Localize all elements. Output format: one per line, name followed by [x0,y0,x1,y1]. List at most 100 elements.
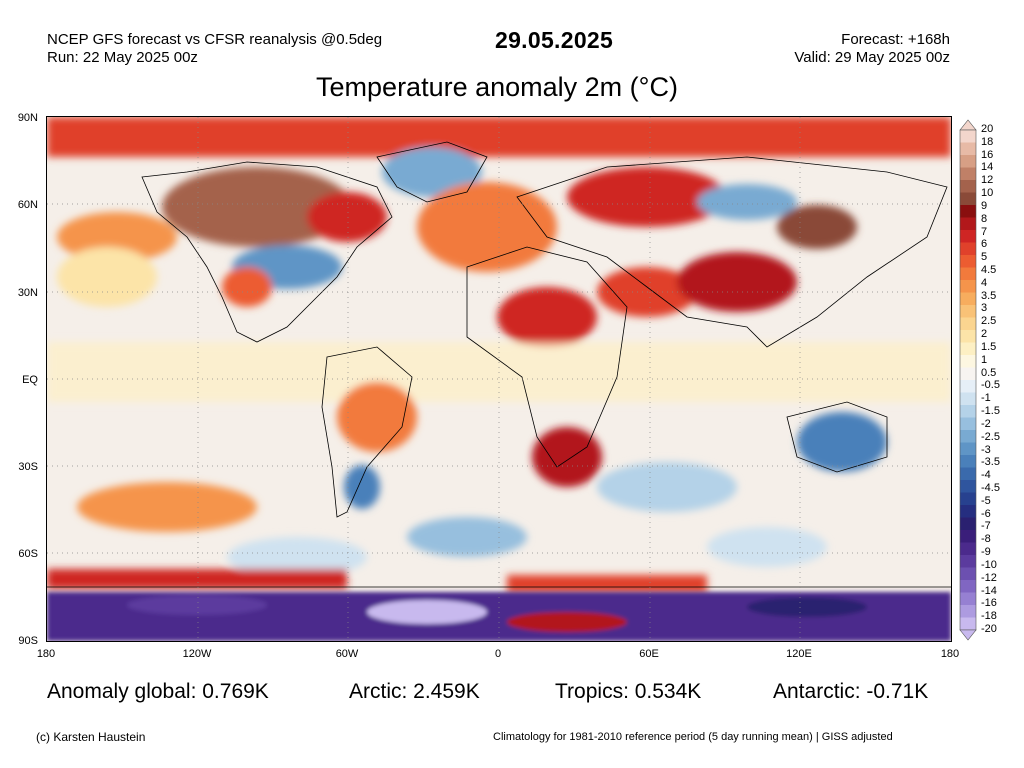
colorbar-label: -8 [981,533,991,546]
colorbar-swatch [960,305,976,318]
colorbar-swatch [960,180,976,193]
lon-label-120e: 120E [786,648,812,660]
lat-label-30n: 30N [17,287,38,299]
gridlines [47,117,951,641]
colorbar-label: 5 [981,251,988,264]
colorbar-label: 4 [981,276,988,289]
colorbar-swatch [960,155,976,168]
lon-label-60e: 60E [639,648,659,660]
run-info: NCEP GFS forecast vs CFSR reanalysis @0.… [47,31,382,67]
lat-label-eq: EQ [22,374,38,386]
colorbar-swatch [960,367,976,381]
forecast-hour: Forecast: +168h [841,31,950,48]
colorbar-label: -4.5 [981,481,1000,494]
colorbar-label: -0.5 [981,379,1000,392]
stat-antarctic: Antarctic: -0.71K [773,680,929,703]
colorbar-swatch [960,255,976,268]
colorbar-label: -1.5 [981,405,1000,418]
anomaly-map [46,116,952,642]
colorbar-label: 18 [981,135,994,148]
colorbar-swatch [960,292,976,306]
colorbar-min-arrow [959,629,977,641]
colorbar-swatch [960,567,976,581]
valid-time: Valid: 29 May 2025 00z [794,49,950,66]
colorbar-swatch [960,455,976,468]
lon-label-0: 0 [494,648,502,660]
colorbar-swatch [960,230,976,243]
colorbar-label: 6 [981,238,988,251]
lat-label-90n: 90N [17,112,38,124]
colorbar-swatch [960,505,976,518]
colorbar-swatch [960,242,976,256]
colorbar-label: 2 [981,328,988,341]
map-title: Temperature anomaly 2m (°C) [316,72,678,102]
lat-label-30s: 30S [18,461,38,473]
colorbar-label: -10 [981,558,997,571]
colorbar-swatch [960,167,976,181]
colorbar-label: -12 [981,571,997,584]
colorbar-label: 0.5 [981,366,997,379]
colorbar-label: -9 [981,546,991,559]
lon-label-180w: 180 [36,648,56,660]
colorbar-label: -3 [981,443,991,456]
colorbar-label: 10 [981,187,994,200]
colorbar-label: 9 [981,199,988,212]
model-description: NCEP GFS forecast vs CFSR reanalysis @0.… [47,31,383,48]
lat-label-60s: 60S [18,548,38,560]
colorbar-swatch [960,530,976,543]
colorbar-swatch [960,430,976,443]
colorbar-swatch [960,605,976,618]
colorbar-label: -6 [981,507,991,520]
colorbar-swatch [960,142,976,156]
colorbar-label: -2 [981,417,991,430]
colorbar-swatch [960,267,976,281]
colorbar-swatch [960,192,976,206]
lat-label-60n: 60N [17,199,38,211]
colorbar-max-arrow [959,119,977,131]
colorbar-label: -4 [981,469,991,482]
colorbar-label: -2.5 [981,430,1000,443]
forecast-info: Forecast: +168h Valid: 29 May 2025 00z [794,31,950,67]
colorbar-label: -18 [981,610,997,623]
colorbar-swatch [960,480,976,493]
colorbar-label: 8 [981,212,988,225]
colorbar-swatch [960,555,976,568]
colorbar-swatch [960,492,976,506]
colorbar-swatch [960,205,976,218]
colorbar-swatch [960,592,976,606]
colorbar-label: -1 [981,392,991,405]
colorbar-swatch [960,317,976,331]
colorbar-swatch [960,392,976,406]
colorbar-swatch [960,280,976,293]
colorbar-label: -20 [981,623,997,635]
colorbar-label: -14 [981,584,997,597]
colorbar-swatch [960,442,976,456]
colorbar-label: -7 [981,520,991,533]
colorbar-label: -5 [981,494,991,507]
colorbar-label: 14 [981,161,994,174]
stat-global: Anomaly global: 0.769K [47,680,269,703]
run-time: Run: 22 May 2025 00z [47,49,198,66]
colorbar-label: -16 [981,597,997,610]
lat-label-90s: 90S [18,635,38,647]
colorbar [959,119,977,641]
colorbar-label: 12 [981,174,994,187]
colorbar-label: 4.5 [981,264,997,277]
colorbar-swatch [960,130,976,143]
colorbar-swatch [960,617,976,631]
colorbar-label: 1 [981,353,988,366]
lon-label-180e: 180 [940,648,960,660]
anomaly-map-graphic [47,117,951,641]
colorbar-label: 16 [981,148,994,161]
colorbar-label: 3.5 [981,289,997,302]
colorbar-swatch [960,417,976,431]
colorbar-swatch [960,380,976,393]
colorbar-label: 7 [981,225,988,238]
colorbar-label: 1.5 [981,340,997,353]
colorbar-label: 3 [981,302,988,315]
colorbar-swatch [960,405,976,418]
colorbar-label: 20 [981,123,994,135]
colorbar-swatch [960,330,976,343]
colorbar-swatch [960,342,976,356]
climatology-note: Climatology for 1981-2010 reference peri… [493,731,893,743]
